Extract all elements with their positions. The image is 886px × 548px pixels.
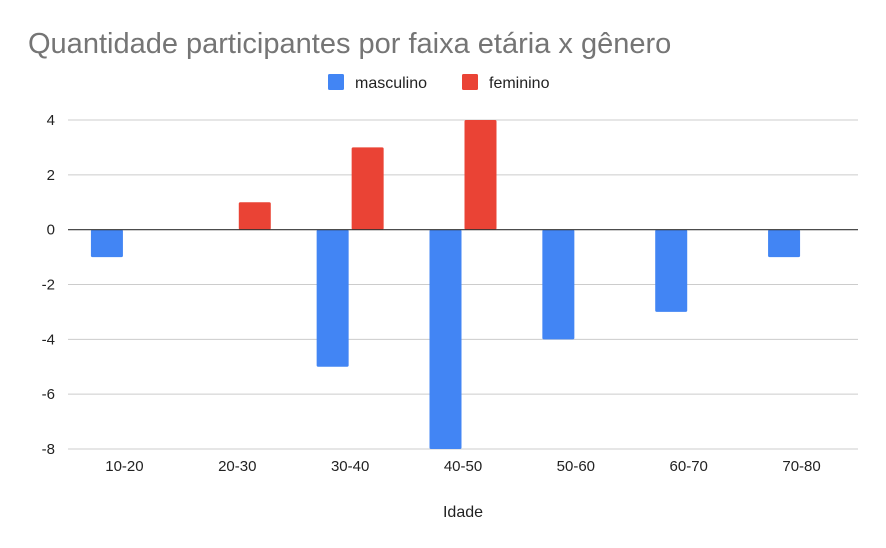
legend-label-feminino: feminino xyxy=(489,75,550,92)
x-axis-title: Idade xyxy=(443,504,483,521)
y-axis: 4 2 0 -2 -4 -6 -8 xyxy=(42,112,55,458)
y-tick-label: -4 xyxy=(42,331,55,348)
x-tick-label: 20-30 xyxy=(218,458,256,475)
bar-masculino-40-50 xyxy=(429,229,462,449)
bars xyxy=(90,120,801,449)
bar-feminino-40-50 xyxy=(464,120,497,230)
bar-masculino-60-70 xyxy=(655,229,688,312)
x-tick-label: 70-80 xyxy=(782,458,820,475)
y-tick-label: 2 xyxy=(47,167,55,184)
y-tick-label: 4 xyxy=(47,112,55,129)
legend-swatch-masculino xyxy=(328,74,344,90)
chart-title: Quantidade participantes por faixa etári… xyxy=(28,28,671,60)
x-tick-label: 60-70 xyxy=(670,458,708,475)
y-tick-label: -8 xyxy=(42,441,55,458)
bar-masculino-50-60 xyxy=(542,229,575,340)
legend-label-masculino: masculino xyxy=(355,75,427,92)
legend-swatch-feminino xyxy=(462,74,478,90)
x-tick-label: 40-50 xyxy=(444,458,482,475)
grid-lines xyxy=(68,119,858,450)
y-tick-label: -2 xyxy=(42,277,55,294)
bar-masculino-70-80 xyxy=(768,229,801,258)
x-tick-label: 30-40 xyxy=(331,458,369,475)
bar-feminino-20-30 xyxy=(238,202,271,230)
x-tick-label: 10-20 xyxy=(105,458,143,475)
x-axis: 10-20 20-30 30-40 40-50 50-60 60-70 70-80 xyxy=(105,458,821,475)
x-tick-label: 50-60 xyxy=(557,458,595,475)
bar-masculino-30-40 xyxy=(316,229,349,367)
y-tick-label: -6 xyxy=(42,386,55,403)
y-tick-label: 0 xyxy=(47,222,55,239)
bar-masculino-10-20 xyxy=(90,229,123,258)
legend: masculino feminino xyxy=(328,74,550,92)
bar-feminino-30-40 xyxy=(351,147,384,230)
